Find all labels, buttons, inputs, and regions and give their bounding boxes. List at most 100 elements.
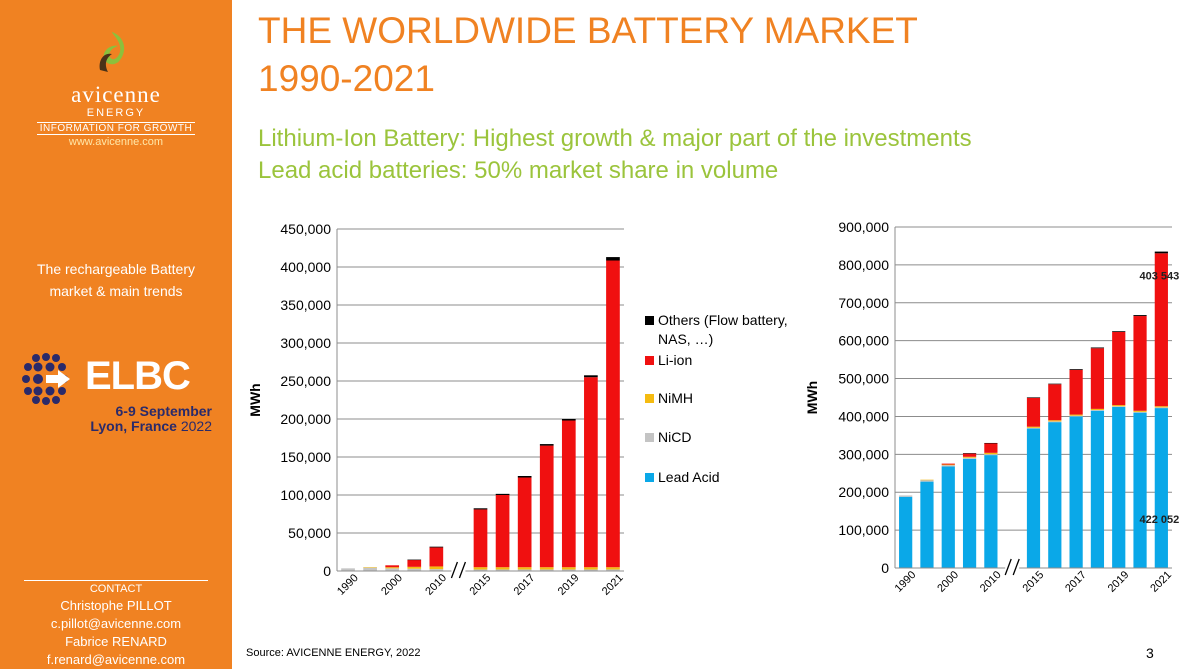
y-tick-label: 500,000 (838, 371, 889, 387)
bar-segment (517, 567, 532, 570)
x-tick-label: 2000 (935, 569, 961, 595)
bar-segment (941, 463, 955, 465)
chart-legend: Others (Flow battery, NAS, …) Li-ion NiMH Ni… (645, 312, 788, 485)
bar-segment (1090, 410, 1105, 568)
y-tick-label: 700,000 (838, 295, 889, 311)
data-label: 403 543 (1139, 271, 1179, 283)
y-tick-label: 300,000 (838, 446, 889, 462)
y-tick-label: 200,000 (280, 411, 331, 427)
bar-segment (1133, 316, 1147, 411)
bar-segment (495, 493, 510, 495)
bar-segment (561, 567, 576, 570)
bar-segment (1154, 253, 1168, 407)
bar-segment (495, 569, 510, 571)
subtitle-line: Lithium-Ion Battery: Highest growth & ma… (258, 125, 972, 152)
legend-label: Lead Acid (658, 469, 720, 485)
brand-url[interactable]: www.avicenne.com (68, 136, 164, 148)
event-city: Lyon, France (90, 418, 177, 434)
page-title: THE WORLDWIDE BATTERY MARKET (258, 10, 918, 51)
bar-segment (1090, 348, 1105, 409)
bar-segment (984, 455, 998, 568)
bar-segment (385, 567, 400, 569)
x-tick-label: 1990 (335, 572, 361, 598)
bar-segment (1112, 331, 1126, 406)
contact-email[interactable]: c.pillot@avicenne.com (50, 616, 182, 631)
bar-segment (1048, 422, 1062, 568)
legend-label: NiCD (658, 429, 691, 445)
x-tick-label: 2000 (379, 572, 405, 598)
bar-segment (1048, 384, 1062, 421)
bar-segment (1069, 369, 1083, 415)
bar-segment (1112, 406, 1126, 568)
bar-segment (1154, 408, 1168, 568)
bar-segment (1069, 414, 1083, 416)
bar-segment (584, 569, 598, 571)
bar-segment (495, 495, 510, 568)
page-number: 3 (1146, 645, 1154, 661)
bar-segment (561, 569, 576, 571)
bar-segment (539, 567, 554, 570)
y-axis-label: MWh (804, 381, 820, 414)
bar-segment (1026, 397, 1041, 427)
y-tick-label: 0 (881, 560, 889, 576)
legend-swatch (645, 394, 654, 403)
y-tick-label: 150,000 (280, 449, 331, 465)
y-tick-label: 0 (323, 563, 331, 579)
x-tick-label: 2021 (1148, 569, 1174, 595)
x-tick-label: 2021 (600, 572, 626, 598)
bar-segment (941, 466, 955, 568)
y-tick-label: 350,000 (280, 297, 331, 313)
subtitle-line: Lead acid batteries: 50% market share in… (258, 157, 779, 184)
axis-break-mark (1004, 558, 1012, 576)
sidebar: avicenne ENERGY INFORMATION FOR GROWTH w… (0, 0, 232, 669)
bar-segment (363, 567, 377, 571)
globe-dots-icon (22, 353, 70, 405)
bar-segment (920, 481, 934, 568)
bar-segment (606, 567, 620, 570)
brand-tagline: INFORMATION FOR GROWTH (0, 122, 232, 135)
data-label: 422 052 (1139, 514, 1179, 526)
bar-segment (941, 465, 955, 467)
bar-segment (899, 495, 913, 497)
bar-segment (385, 565, 400, 568)
contact-name: Christophe PILLOT (60, 598, 172, 613)
axis-break-mark (1012, 558, 1020, 576)
bar-segment (407, 559, 422, 567)
bar-segment (517, 569, 532, 571)
y-tick-label: 200,000 (838, 484, 889, 500)
bar-segment (962, 453, 977, 457)
chart-total-market: 0 100,000 200,000 300,000 400,000 500,000 600,… (804, 219, 1179, 595)
bar-segment (495, 567, 510, 570)
bar-segment (1112, 406, 1126, 407)
bar-segment (1154, 407, 1168, 409)
brand-tagline-text: INFORMATION FOR GROWTH (36, 122, 196, 135)
y-tick-label: 400,000 (280, 259, 331, 275)
bar-segment (1090, 408, 1105, 411)
y-tick-label: 100,000 (280, 487, 331, 503)
y-tick-label: 400,000 (838, 408, 889, 424)
bar-segment (473, 569, 488, 571)
y-tick-label: 100,000 (838, 522, 889, 538)
legend-swatch (645, 433, 654, 442)
bar-segment (429, 546, 444, 548)
bar-segment (606, 260, 620, 568)
bar-segment (1133, 411, 1147, 413)
bar-segment (429, 569, 444, 571)
bar-segment (1026, 428, 1041, 568)
bar-segment (984, 443, 998, 453)
legend-label: NAS, …) (658, 331, 713, 347)
bar-segment (385, 568, 400, 571)
x-tick-label: 2015 (467, 572, 493, 598)
bar-segment (920, 479, 934, 481)
y-axis-label: MWh (247, 383, 263, 416)
bar-segment (1133, 412, 1147, 568)
legend-label: Li-ion (658, 352, 692, 368)
bar-segment (584, 567, 598, 570)
page-title-years: 1990-2021 (258, 58, 435, 99)
bar-segment (584, 375, 598, 378)
chart-liion-market: 0 50,000 100,000 150,000 200,000 250,000 300,0… (247, 221, 626, 598)
bar-segment (606, 569, 620, 571)
bar-segment (1069, 369, 1083, 370)
legend-swatch (645, 316, 654, 325)
contact-email[interactable]: f.renard@avicenne.com (46, 652, 186, 667)
